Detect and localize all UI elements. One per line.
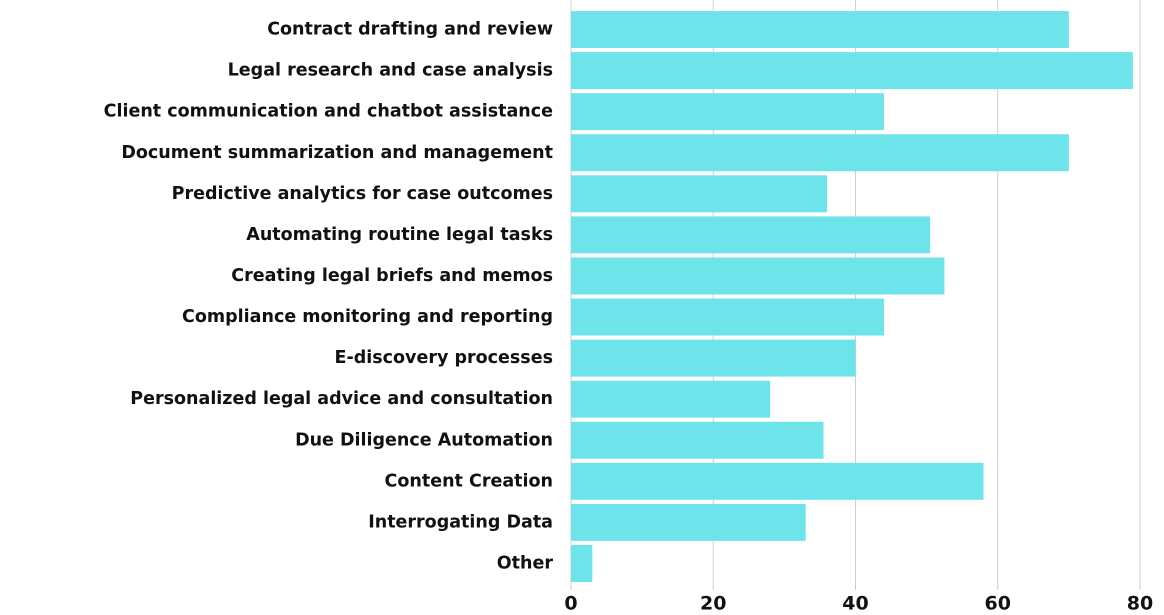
x-tick-label: 0 — [564, 593, 577, 615]
y-tick-label: Compliance monitoring and reporting — [182, 307, 553, 327]
bar — [571, 380, 771, 418]
bar — [571, 298, 884, 336]
x-tick-label: 80 — [1127, 593, 1153, 615]
bar — [571, 544, 593, 582]
y-tick-label: E-discovery processes — [334, 348, 553, 368]
x-tick-label: 60 — [985, 593, 1011, 615]
x-tick-label: 20 — [700, 593, 726, 615]
bar — [571, 462, 984, 500]
y-tick-label: Interrogating Data — [368, 512, 553, 532]
y-tick-label: Document summarization and management — [121, 143, 553, 163]
bar — [571, 52, 1133, 90]
x-tick-label: 40 — [842, 593, 868, 615]
y-tick-label: Personalized legal advice and consultati… — [130, 389, 553, 409]
y-tick-label: Automating routine legal tasks — [246, 225, 553, 245]
bar — [571, 134, 1069, 172]
bar — [571, 257, 945, 295]
y-tick-label: Legal research and case analysis — [228, 61, 553, 81]
bar — [571, 503, 806, 541]
y-tick-label: Content Creation — [385, 471, 553, 491]
y-tick-label: Client communication and chatbot assista… — [104, 102, 553, 122]
y-tick-label: Predictive analytics for case outcomes — [172, 184, 553, 204]
y-tick-label: Other — [497, 553, 554, 573]
y-tick-label: Due Diligence Automation — [295, 430, 553, 450]
bar — [571, 175, 828, 213]
bar — [571, 339, 856, 377]
bar — [571, 11, 1069, 49]
bar — [571, 216, 931, 254]
bar — [571, 421, 824, 459]
bar — [571, 93, 884, 131]
y-tick-label: Creating legal briefs and memos — [231, 266, 553, 286]
y-tick-label: Contract drafting and review — [267, 20, 553, 40]
